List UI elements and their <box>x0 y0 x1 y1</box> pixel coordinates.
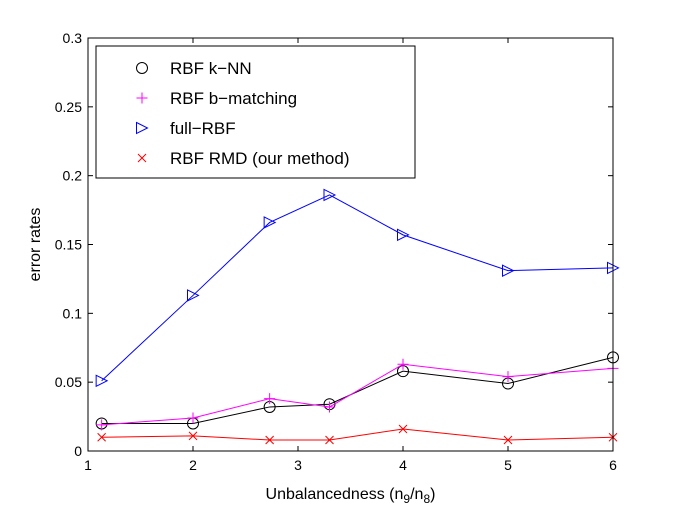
legend-label: full−RBF <box>170 119 236 138</box>
legend-box <box>95 45 416 179</box>
data-point <box>188 431 198 441</box>
y-tick-label: 0.3 <box>63 30 83 46</box>
data-point <box>187 289 200 302</box>
data-point <box>502 264 515 277</box>
series-2 <box>96 358 619 431</box>
series-3 <box>95 188 620 388</box>
data-point <box>325 435 334 445</box>
data-point <box>397 228 410 242</box>
y-tick-label: 0.2 <box>63 168 83 184</box>
legend: RBF k−NN RBF b−matching full−RBF RBF RMD (o… <box>95 45 416 179</box>
y-tick-label: 0.1 <box>63 305 83 321</box>
data-point <box>265 435 275 445</box>
legend-marker <box>137 153 147 163</box>
x-tick-label: 2 <box>189 457 197 473</box>
legend-label: RBF b−matching <box>170 89 297 108</box>
data-point <box>323 188 337 202</box>
x-axis-label: Unbalancedness (n9/n8) <box>266 486 436 506</box>
data-point <box>398 424 408 434</box>
y-tick-label: 0 <box>74 443 82 459</box>
series-4 <box>97 424 618 445</box>
legend-label: RBF k−NN <box>170 59 252 78</box>
legend-marker <box>136 92 148 104</box>
x-tick-label: 6 <box>609 457 617 473</box>
data-point <box>503 435 513 445</box>
x-tick-label: 4 <box>399 457 407 473</box>
data-point <box>264 393 276 405</box>
legend-marker <box>136 62 148 74</box>
y-tick-label: 0.25 <box>55 99 82 115</box>
legend-label: RBF RMD (our method) <box>170 149 349 168</box>
y-tick-label: 0.15 <box>55 237 82 253</box>
y-axis-label: error rates <box>27 208 44 282</box>
series-line <box>101 194 614 382</box>
data-point <box>187 412 199 424</box>
x-tick-label: 1 <box>84 457 92 473</box>
data-point <box>95 374 109 388</box>
legend-marker <box>136 121 149 135</box>
data-point <box>502 371 514 383</box>
x-tick-label: 3 <box>294 457 302 473</box>
y-tick-label: 0.05 <box>55 374 82 390</box>
series-layer <box>95 188 620 445</box>
data-point <box>397 358 409 370</box>
data-point <box>96 419 108 431</box>
x-tick-label: 5 <box>504 457 512 473</box>
tick-layer: 1 2 3 4 5 6 0 0.05 0.1 0.15 0.2 0.25 0.3 <box>55 30 617 473</box>
data-point <box>324 401 335 413</box>
data-point <box>263 216 277 229</box>
data-point <box>97 432 107 442</box>
